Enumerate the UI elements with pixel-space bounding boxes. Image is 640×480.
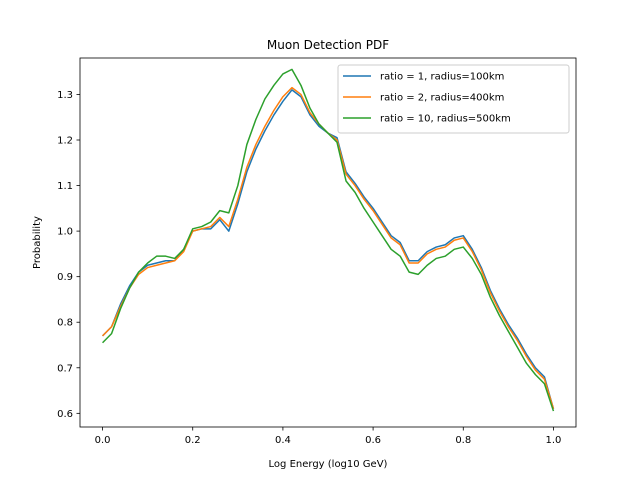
legend-box	[337, 64, 570, 134]
y-tick-label: 1.2	[57, 136, 73, 147]
x-tick-label: 0.8	[455, 435, 471, 446]
y-tick-label: 1.3	[57, 90, 73, 101]
x-tick-label: 1.0	[546, 435, 562, 446]
legend-entry: ratio = 1, radius=100km	[380, 72, 504, 83]
plot-frame	[79, 57, 577, 428]
y-axis: 0.6 0.7 0.8 0.9 1.0 1.1 1.2 1.3	[57, 90, 80, 420]
x-tick-label: 0.2	[185, 435, 201, 446]
x-tick-label: 0.6	[365, 435, 381, 446]
x-tick-label: 0.0	[95, 435, 111, 446]
y-axis-label: Probability	[32, 216, 43, 269]
y-tick-label: 1.0	[57, 227, 73, 238]
y-tick-label: 1.1	[57, 181, 73, 192]
series-line-3	[102, 68, 555, 412]
y-tick-label: 0.9	[57, 272, 73, 283]
chart-title: Muon Detection PDF	[267, 38, 389, 52]
legend: ratio = 1, radius=100km ratio = 2, radius…	[337, 64, 570, 134]
plot-lines	[102, 68, 555, 412]
x-axis: 0.0 0.2 0.4 0.6 0.8 1.0	[95, 427, 562, 446]
legend-entry: ratio = 2, radius=400km	[380, 93, 504, 104]
y-tick-label: 0.8	[57, 318, 73, 329]
legend-entry: ratio = 10, radius=500km	[380, 114, 511, 125]
y-tick-label: 0.7	[57, 363, 73, 374]
y-tick-label: 0.6	[57, 409, 73, 420]
x-tick-label: 0.4	[275, 435, 291, 446]
x-axis-label: Log Energy (log10 GeV)	[269, 459, 388, 470]
